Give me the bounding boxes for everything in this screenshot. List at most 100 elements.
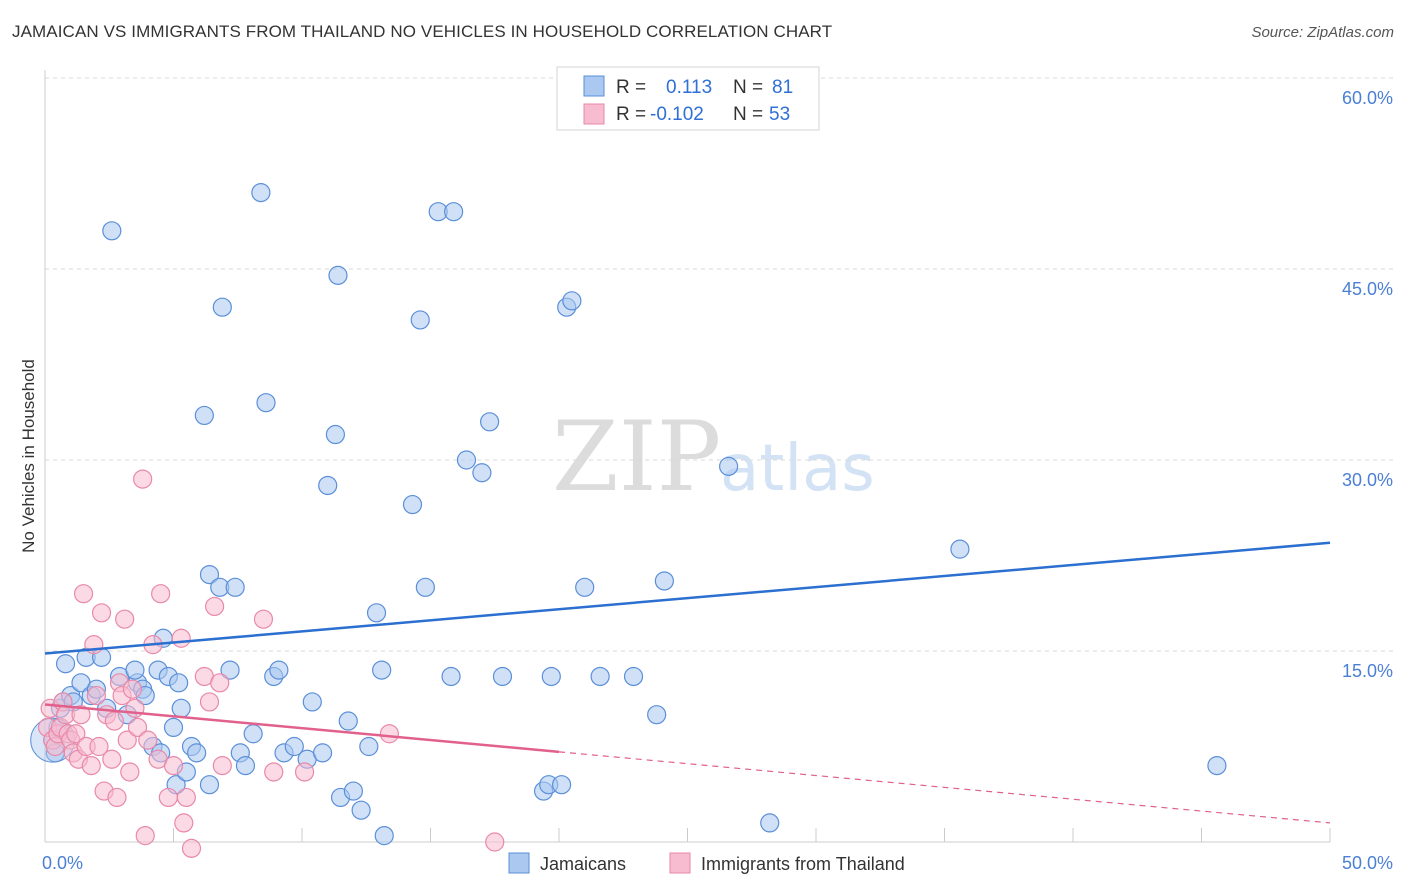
jamaicans-point — [410, 310, 430, 330]
jamaicans-point — [171, 698, 191, 718]
thailand-point — [253, 609, 274, 629]
trend-lines — [44, 541, 1331, 824]
jamaicans-point — [125, 660, 145, 680]
thailand-point — [205, 596, 225, 617]
y-tick-label: 45.0% — [1342, 279, 1393, 299]
grid-lines — [45, 77, 1393, 652]
thailand-point — [73, 584, 94, 604]
thailand-point — [212, 755, 232, 776]
jamaicans-point — [480, 412, 500, 432]
jamaicans-point — [647, 705, 667, 725]
jamaicans-point — [318, 475, 338, 496]
thailand-point — [117, 730, 137, 750]
jamaicans-point — [374, 826, 394, 846]
y-axis-label: No Vehicles in Household — [19, 359, 38, 553]
thailand-point — [66, 724, 86, 744]
legend-n-value-2: 53 — [769, 104, 790, 125]
thailand-point — [171, 628, 191, 648]
thailand-point — [91, 603, 112, 623]
jamaicans-point — [302, 692, 322, 712]
thailand-point — [89, 736, 109, 757]
jamaicans-point — [1207, 755, 1227, 776]
bottom-legend-swatch-thailand — [669, 852, 691, 874]
jamaicans-point — [351, 800, 371, 820]
bottom-legend-label-thailand: Immigrants from Thailand — [701, 854, 905, 874]
jamaicans-point — [169, 673, 189, 693]
jamaicans-point — [366, 603, 387, 623]
thailand-point — [163, 755, 184, 776]
source-credit: Source: ZipAtlas.com — [1251, 24, 1394, 41]
jamaicans-point — [590, 666, 610, 687]
jamaicans-legend-swatch — [583, 75, 605, 97]
jamaicans-point — [444, 202, 464, 222]
jamaicans-point — [312, 743, 333, 763]
jamaicans-point — [338, 711, 358, 731]
thailand-point — [102, 749, 122, 769]
legend-n-label-1: N = — [733, 77, 763, 98]
thailand-trend-line — [44, 703, 560, 754]
thailand-point — [115, 609, 135, 629]
bottom-legend-swatch-jamaicans — [508, 852, 530, 874]
thailand-point — [294, 762, 315, 782]
thailand-point — [127, 717, 148, 738]
jamaicans-point — [284, 736, 304, 757]
legend-r-label-2: R = — [616, 104, 646, 125]
jamaicans-point — [415, 577, 435, 597]
y-tick-label: 15.0% — [1342, 661, 1393, 681]
jamaicans-point — [343, 781, 363, 801]
jamaicans-trend-line — [44, 541, 1331, 655]
jamaicans-point — [269, 660, 289, 680]
y-tick-label: 60.0% — [1342, 88, 1393, 108]
jamaicans-point — [325, 424, 346, 445]
jamaicans-point — [654, 571, 674, 591]
jamaicans-point — [55, 654, 76, 674]
jamaicans-points — [30, 183, 1227, 846]
watermark-zip: ZIP — [552, 401, 721, 513]
thailand-point — [151, 584, 171, 604]
jamaicans-point — [760, 813, 780, 833]
jamaicans-point — [256, 393, 276, 413]
jamaicans-point — [225, 577, 245, 597]
jamaicans-point — [551, 775, 572, 795]
jamaicans-point — [950, 539, 970, 559]
thailand-point — [181, 838, 202, 858]
x-tick-label-min: 0.0% — [42, 853, 83, 873]
jamaicans-point — [102, 221, 122, 241]
jamaicans-point — [328, 265, 348, 285]
thailand-point — [81, 755, 101, 776]
thailand-trend-line-extension — [558, 751, 1331, 824]
thailand-point — [86, 685, 107, 706]
jamaicans-point — [472, 463, 492, 483]
thailand-point — [199, 692, 220, 712]
jamaicans-point — [243, 724, 263, 744]
jamaicans-point — [187, 743, 207, 763]
x-axis-ticks — [44, 828, 1331, 842]
jamaicans-point — [402, 494, 423, 515]
jamaicans-point — [372, 660, 392, 680]
thailand-point — [379, 724, 399, 744]
jamaicans-point — [562, 291, 582, 311]
y-tick-labels: 15.0% 30.0% 45.0% 60.0% — [1342, 88, 1393, 681]
jamaicans-point — [719, 456, 739, 476]
jamaicans-point — [251, 183, 271, 203]
x-tick-label-max: 50.0% — [1342, 853, 1393, 873]
thailand-legend-swatch — [583, 103, 605, 125]
thailand-point — [264, 762, 284, 782]
top-legend: R = 0.113 N = 81 R = -0.102 N = 53 — [556, 66, 820, 131]
jamaicans-point — [541, 666, 561, 687]
thailand-point — [122, 679, 142, 699]
jamaicans-point — [441, 666, 461, 687]
legend-n-label-2: N = — [733, 104, 763, 125]
thailand-point — [120, 762, 140, 782]
thailand-point — [158, 787, 178, 808]
thailand-point — [485, 832, 505, 852]
thailand-point — [176, 787, 196, 808]
jamaicans-point — [212, 297, 232, 317]
thailand-point — [71, 705, 91, 725]
thailand-point — [107, 787, 127, 808]
jamaicans-point — [199, 564, 220, 585]
thailand-point — [138, 730, 158, 750]
thailand-point — [133, 469, 153, 489]
legend-r-value-1: 0.113 — [666, 77, 712, 98]
